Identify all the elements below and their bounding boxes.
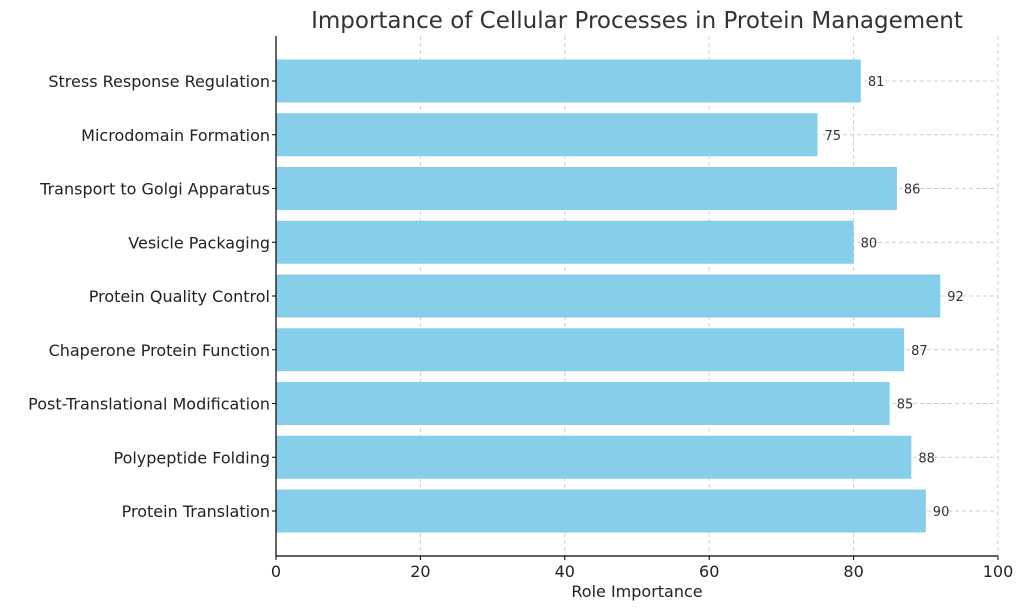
bar (276, 167, 897, 210)
bar (276, 489, 926, 533)
bar (276, 113, 818, 157)
bar (276, 220, 854, 264)
bar-layer (276, 59, 941, 533)
data-label: 88 (918, 451, 935, 466)
bar (276, 274, 941, 318)
data-label: 90 (933, 505, 950, 520)
data-label: 81 (868, 75, 885, 90)
y-tick-label: Chaperone Protein Function (49, 341, 270, 360)
y-tick-label: Vesicle Packaging (128, 233, 270, 252)
y-tick-label: Transport to Golgi Apparatus (39, 180, 270, 199)
bar (276, 59, 861, 103)
x-tick-label: 0 (271, 562, 281, 581)
x-tick-label: 40 (555, 562, 575, 581)
bar (276, 435, 912, 479)
data-label: 92 (947, 290, 964, 305)
data-label-layer: 90 88 85 87 92 80 86 75 81 (825, 75, 964, 520)
y-tick-layer: Protein Translation Polypeptide Folding Po… (28, 72, 276, 521)
y-tick-label: Post-Translational Modification (28, 395, 270, 414)
x-tick-label: 20 (410, 562, 430, 581)
y-tick-label: Microdomain Formation (81, 126, 270, 145)
bar (276, 382, 890, 425)
data-label: 87 (911, 344, 928, 359)
data-label: 80 (861, 236, 878, 251)
bar (276, 328, 905, 372)
y-tick-label: Stress Response Regulation (48, 72, 270, 91)
y-tick-label: Protein Quality Control (89, 287, 270, 306)
data-label: 75 (825, 129, 842, 144)
y-tick-label: Protein Translation (122, 502, 270, 521)
x-tick-label: 60 (699, 562, 719, 581)
x-tick-label: 80 (843, 562, 863, 581)
data-label: 85 (897, 398, 914, 413)
data-label: 86 (904, 183, 921, 198)
x-axis-label: Role Importance (571, 582, 702, 601)
chart-title: Importance of Cellular Processes in Prot… (311, 8, 963, 34)
x-tick-layer: 0 20 40 60 80 100 (271, 556, 1013, 581)
y-tick-label: Polypeptide Folding (113, 448, 270, 467)
x-tick-label: 100 (983, 562, 1014, 581)
